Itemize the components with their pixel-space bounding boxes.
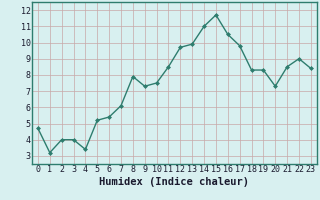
X-axis label: Humidex (Indice chaleur): Humidex (Indice chaleur) — [100, 177, 249, 187]
